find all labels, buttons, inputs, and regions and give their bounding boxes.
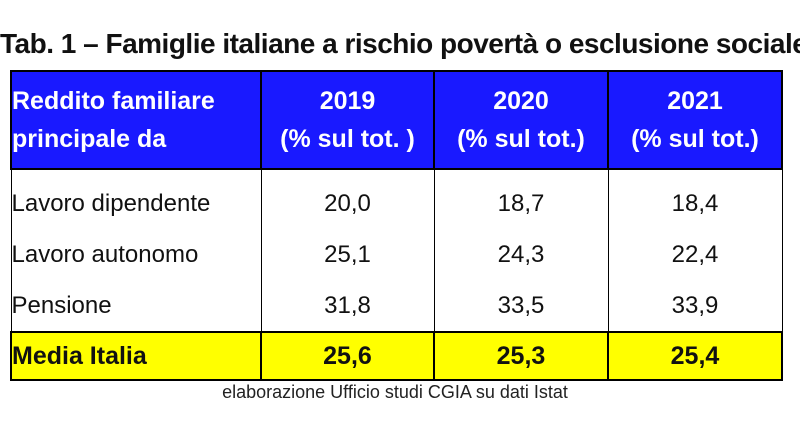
cell-2019: 25,1 — [260, 229, 435, 280]
header-year-2020: 2020 (% sul tot.) — [433, 70, 609, 170]
average-row: Media Italia 25,6 25,3 25,4 — [10, 331, 783, 381]
header-label-cell: Reddito familiare principale da — [10, 70, 262, 170]
table-title: Tab. 1 – Famiglie italiane a rischio pov… — [0, 28, 800, 59]
cell-2019: 31,8 — [260, 280, 435, 332]
header-unit: (% sul tot.) — [457, 125, 585, 153]
header-year: 2020 — [493, 87, 549, 115]
cell-2019: 20,0 — [260, 169, 435, 229]
table-row: Pensione 31,8 33,5 33,9 — [10, 280, 783, 332]
row-label: Lavoro dipendente — [10, 169, 262, 229]
average-2020: 25,3 — [433, 331, 609, 381]
header-unit: (% sul tot. ) — [280, 125, 415, 153]
cell-2020: 33,5 — [433, 280, 609, 332]
header-label-line1: Reddito familiare — [12, 87, 215, 115]
table-row: Lavoro autonomo 25,1 24,3 22,4 — [10, 229, 783, 280]
cell-2021: 33,9 — [607, 280, 783, 332]
header-year: 2021 — [667, 87, 723, 115]
header-year-2021: 2021 (% sul tot.) — [607, 70, 783, 170]
table-row: Lavoro dipendente 20,0 18,7 18,4 — [10, 169, 783, 229]
header-year-2019: 2019 (% sul tot. ) — [260, 70, 435, 170]
average-2019: 25,6 — [260, 331, 435, 381]
cell-2020: 18,7 — [433, 169, 609, 229]
row-label: Pensione — [10, 280, 262, 332]
cell-2021: 22,4 — [607, 229, 783, 280]
average-label: Media Italia — [10, 331, 262, 381]
header-year: 2019 — [319, 87, 376, 115]
cell-2020: 24,3 — [433, 229, 609, 280]
table-header-row: Reddito familiare principale da 2019 (% … — [10, 70, 783, 170]
source-note: elaborazione Ufficio studi CGIA su dati … — [222, 382, 568, 402]
cell-2021: 18,4 — [607, 169, 783, 229]
average-2021: 25,4 — [607, 331, 783, 381]
header-label-line2: principale da — [12, 125, 167, 153]
row-label: Lavoro autonomo — [10, 229, 262, 280]
poverty-table: Reddito familiare principale da 2019 (% … — [10, 70, 783, 381]
header-unit: (% sul tot.) — [631, 125, 759, 153]
